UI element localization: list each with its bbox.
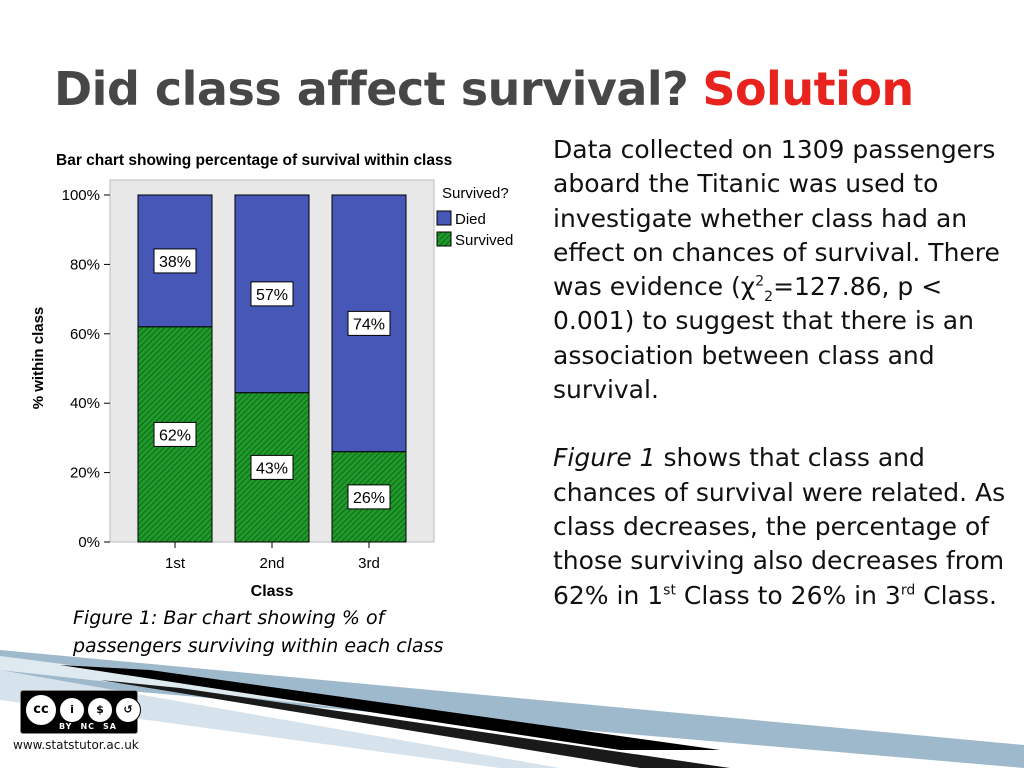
x-axis-title: Class: [251, 583, 294, 600]
explanation-text: Data collected on 1309 passengers aboard…: [553, 133, 1023, 613]
paragraph-figure-interpretation: Figure 1 shows that class and chances of…: [553, 441, 1023, 612]
x-tick-label-2nd: 2nd: [259, 555, 284, 572]
x-tick-label-1st: 1st: [165, 555, 186, 572]
chart-title: Bar chart showing percentage of survival…: [56, 152, 453, 169]
data-label-survived-2nd: 43%: [256, 460, 288, 477]
slide-title: Did class affect survival? Solution: [54, 62, 914, 116]
y-tick-label: 0%: [78, 534, 100, 551]
y-tick-label: 80%: [70, 256, 100, 273]
y-tick-label: 40%: [70, 395, 100, 412]
figure-reference: Figure 1: [553, 443, 656, 473]
bar-chart: 38% 62% 57% 43% 74% 26% 1st 2nd 3rd 0% 20% 40% 60% 8…: [30, 179, 513, 600]
data-label-died-1st: 38%: [159, 254, 191, 271]
legend-swatch-died: [436, 210, 452, 226]
data-label-survived-box-3rd: [347, 484, 391, 510]
ordinal-superscript: st: [663, 582, 676, 599]
license-label-sa: SA: [103, 722, 117, 731]
legend-title: Survived?: [442, 185, 509, 202]
paragraph-data-summary: Data collected on 1309 passengers aboard…: [553, 133, 1023, 407]
site-url[interactable]: www.statstutor.ac.uk: [13, 738, 139, 752]
sa-icon: ↺: [115, 697, 141, 723]
legend-label-survived: Survived: [455, 232, 513, 249]
y-tick-label: 60%: [70, 326, 100, 343]
slide-title-accent: Solution: [702, 62, 914, 116]
data-label-died-box-1st: [153, 248, 197, 274]
paragraph-text: =127.86, p < 0.001) to suggest that ther…: [553, 272, 974, 405]
paragraph-text: Class to 26% in 3: [675, 580, 901, 610]
caption-line-1: Figure 1: Bar chart showing % of: [73, 607, 385, 629]
data-label-died-box-2nd: [250, 281, 294, 307]
nc-icon: $: [87, 697, 113, 723]
data-label-survived-box-2nd: [250, 454, 294, 480]
y-tick-label: 100%: [62, 187, 100, 204]
license-label-by: BY: [59, 722, 73, 731]
paragraph-text: Class.: [915, 580, 997, 610]
license-label-nc: NC: [80, 722, 96, 731]
cc-icon: cc: [25, 694, 57, 726]
y-tick-label: 20%: [70, 465, 100, 482]
x-tick-label-3rd: 3rd: [358, 555, 380, 572]
paragraph-text: shows that class and chances of survival…: [553, 443, 1006, 610]
cc-license-badge: cc i $ ↺ BY NC SA: [20, 690, 141, 734]
ordinal-superscript: rd: [900, 582, 916, 599]
y-axis-title: % within class: [30, 307, 47, 410]
legend-label-died: Died: [455, 211, 486, 228]
data-label-died-2nd: 57%: [256, 287, 288, 304]
chi-superscript: 2: [755, 273, 765, 290]
data-label-survived-3rd: 26%: [353, 490, 385, 507]
legend-swatch-survived: [436, 231, 452, 247]
caption-line-2: passengers surviving within each class: [73, 635, 444, 657]
data-label-survived-1st: 62%: [159, 427, 191, 444]
data-label-died-box-3rd: [347, 310, 391, 336]
data-label-died-3rd: 74%: [353, 316, 385, 333]
paragraph-text: Data collected on 1309 passengers aboard…: [553, 135, 1000, 302]
footer-decoration: [0, 650, 1024, 768]
chi-subscript: 2: [764, 289, 774, 306]
data-label-survived-box-1st: [153, 421, 197, 447]
by-icon: i: [59, 697, 85, 723]
slide-title-main: Did class affect survival?: [54, 62, 689, 116]
figure-caption: Figure 1: Bar chart showing % of passeng…: [73, 604, 493, 660]
